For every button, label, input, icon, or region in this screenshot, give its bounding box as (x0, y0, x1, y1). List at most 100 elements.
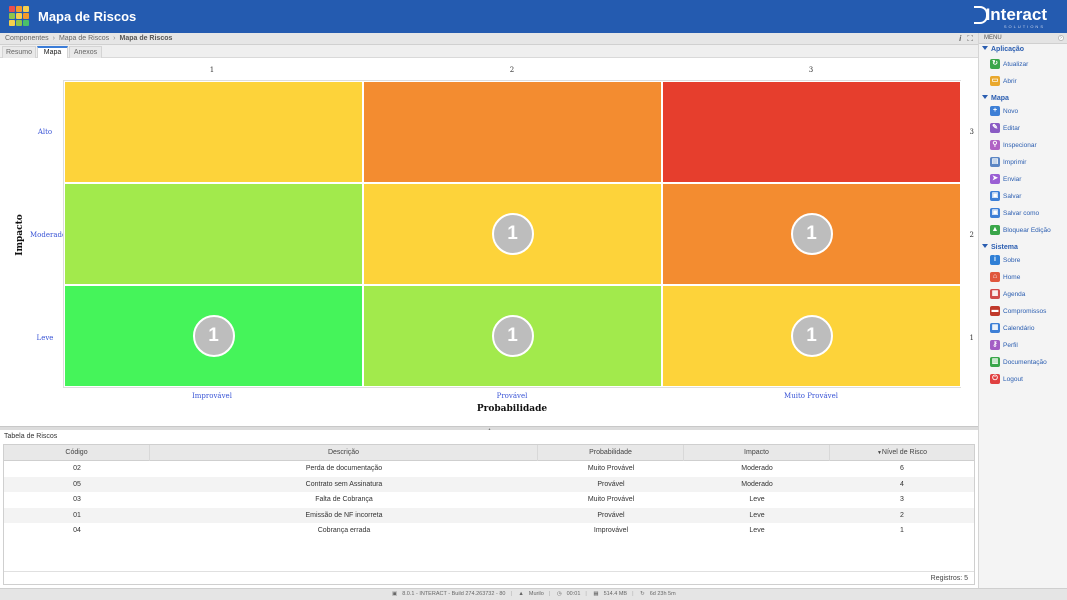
risk-cell[interactable]: 1 (64, 285, 363, 387)
menu-item[interactable]: ▣ Salvar como (990, 208, 1066, 220)
breadcrumb-item-mapa[interactable]: Mapa de Riscos (59, 35, 109, 42)
breadcrumb-separator-icon: › (113, 35, 115, 42)
risk-cell[interactable] (662, 81, 961, 183)
expand-icon[interactable]: ⛶ (967, 34, 973, 43)
risk-cell[interactable] (363, 81, 662, 183)
info-icon[interactable]: i (959, 34, 961, 43)
row-label-alto: Alto (30, 128, 60, 136)
power-icon: ⏻ (990, 374, 1000, 384)
inspect-icon: ⚲ (990, 140, 1000, 150)
table-row[interactable]: 02 Perda de documentação Muito Provável Mod… (4, 461, 974, 476)
user-icon: ▲ (518, 591, 523, 597)
column-header-impacto[interactable]: Impacto (684, 445, 830, 461)
column-header-descricao[interactable]: Descrição (150, 445, 538, 461)
menu-item[interactable]: ➤ Enviar (990, 174, 1066, 186)
table-row[interactable]: 01 Emissão de NF incorreta Provável Leve 2 (4, 508, 974, 523)
collapse-menu-icon[interactable]: › (1058, 35, 1064, 41)
risk-cell[interactable] (64, 183, 363, 285)
folder-icon: ▭ (990, 76, 1000, 86)
row-label-leve: Leve (30, 334, 60, 342)
column-header-codigo[interactable]: Código (4, 445, 150, 461)
menu-section-mapa[interactable]: Mapa (982, 95, 1009, 102)
table-cell: Moderado (684, 477, 830, 492)
section-collapse-icon (982, 244, 988, 248)
table-row[interactable]: 04 Cobrança errada Improvável Leve 1 (4, 523, 974, 538)
memory-icon: ▦ (593, 591, 598, 597)
menu-item[interactable]: ▦ Calendário (990, 323, 1066, 335)
column-label-muito-provavel: Muito Provável (761, 392, 861, 400)
menu-section-sistema[interactable]: Sistema (982, 244, 1018, 251)
menu-item[interactable]: ▲ Bloquear Edição (990, 225, 1066, 237)
y-axis-title: Impacto (15, 210, 25, 260)
breadcrumb-item-componentes[interactable]: Componentes (5, 35, 49, 42)
menu-item-label: Editar (1003, 125, 1020, 132)
risk-count-badge[interactable]: 1 (791, 213, 833, 255)
menu-item[interactable]: ▥ Documentação (990, 357, 1066, 369)
about-icon: i (990, 255, 1000, 265)
menu-item[interactable]: ⚲ Inspecionar (990, 140, 1066, 152)
menu-item[interactable]: ▦ Agenda (990, 289, 1066, 301)
menu-item-label: Compromissos (1003, 308, 1046, 315)
status-build: 8.0.1 - INTERACT - Build 274.263732 - 80 (402, 591, 505, 597)
status-divider: | (585, 591, 586, 597)
risk-cell[interactable]: 1 (363, 183, 662, 285)
risk-cell[interactable] (64, 81, 363, 183)
menu-item-label: Sobre (1003, 257, 1020, 264)
menu-item[interactable]: ▬ Compromissos (990, 306, 1066, 318)
table-cell: Provável (538, 477, 684, 492)
menu-item-label: Enviar (1003, 176, 1021, 183)
menu-item[interactable]: ✎ Editar (990, 123, 1066, 135)
tab-anexos[interactable]: Anexos (69, 46, 102, 58)
risk-cell[interactable]: 1 (363, 285, 662, 387)
column-header-nivel[interactable]: ▼Nível de Risco (830, 445, 974, 461)
menu-item-label: Inspecionar (1003, 142, 1037, 149)
risk-count-badge[interactable]: 1 (193, 315, 235, 357)
column-number: 2 (502, 66, 522, 74)
table-cell: Muito Provável (538, 461, 684, 476)
table-row[interactable]: 03 Falta de Cobrança Muito Provável Leve 3 (4, 492, 974, 507)
risk-count-badge[interactable]: 1 (791, 315, 833, 357)
logo-subtext: SOLUTIONS (1004, 24, 1045, 29)
apps-grid-icon[interactable] (9, 6, 30, 27)
tab-resumo[interactable]: Resumo (2, 46, 36, 58)
risk-matrix: 1 1 1 1 1 (63, 80, 961, 388)
key-icon: ⚷ (990, 340, 1000, 350)
column-header-probabilidade[interactable]: Probabilidade (538, 445, 684, 461)
table-row[interactable]: 05 Contrato sem Assinatura Provável Moderad… (4, 477, 974, 492)
menu-item[interactable]: ▭ Abrir (990, 76, 1066, 88)
status-divider: | (632, 591, 633, 597)
risk-count-badge[interactable]: 1 (492, 315, 534, 357)
menu-item[interactable]: ↻ Atualizar (990, 59, 1066, 71)
menu-item[interactable]: ⏻ Logout (990, 374, 1066, 386)
risk-count-badge[interactable]: 1 (492, 213, 534, 255)
menu-section-aplicação[interactable]: Aplicação (982, 46, 1024, 53)
menu-item-label: Imprimir (1003, 159, 1026, 166)
table-cell: Leve (684, 523, 830, 538)
risk-cell[interactable]: 1 (662, 183, 961, 285)
table-cell: Moderado (684, 461, 830, 476)
menu-item-label: Abrir (1003, 78, 1017, 85)
menu-item[interactable]: ⌂ Home (990, 272, 1066, 284)
menu-item[interactable]: ▣ Salvar (990, 191, 1066, 203)
build-icon: ▣ (392, 591, 397, 597)
row-number: 2 (970, 231, 974, 239)
menu-item[interactable]: ▤ Imprimir (990, 157, 1066, 169)
table-cell: 1 (830, 523, 974, 538)
x-axis-title: Probabilidade (462, 404, 562, 414)
table-cell: Provável (538, 508, 684, 523)
apps-grid-square (23, 13, 29, 19)
menu-item[interactable]: i Sobre (990, 255, 1066, 267)
menu-item[interactable]: ⚷ Perfil (990, 340, 1066, 352)
row-number: 1 (970, 334, 974, 342)
menu-item-label: Atualizar (1003, 61, 1028, 68)
risk-cell[interactable]: 1 (662, 285, 961, 387)
menu-item[interactable]: + Novo (990, 106, 1066, 118)
table-cell: 01 (4, 508, 150, 523)
menu-header: MENU › (979, 33, 1067, 44)
refresh-icon: ↻ (990, 59, 1000, 69)
printer-icon: ▤ (990, 157, 1000, 167)
save-as-icon: ▣ (990, 208, 1000, 218)
uptime-icon: ↻ (640, 591, 645, 597)
table-cell: 02 (4, 461, 150, 476)
agenda-icon: ▦ (990, 289, 1000, 299)
